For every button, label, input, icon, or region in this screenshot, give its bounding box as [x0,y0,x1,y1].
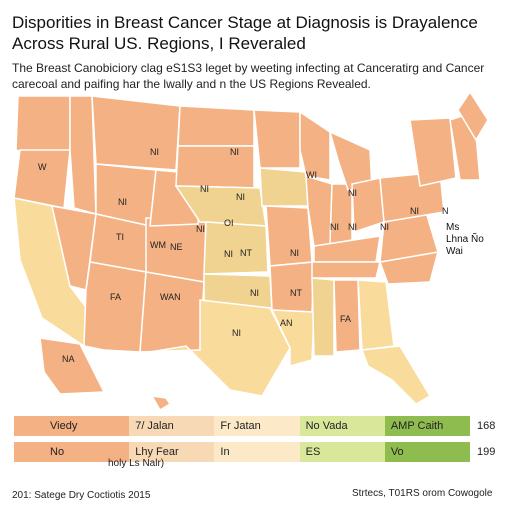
legend-cell: AMP Caith [384,416,471,436]
state-label: FA [110,292,121,302]
state-shape [139,271,205,353]
legend-cell-label: ES [305,446,321,458]
legend-cell-label: Vo [390,446,404,458]
legend-cell-label: Fr Jatan [220,420,261,432]
legend-cell: No Vada [299,416,385,436]
state-label: AN [280,318,293,328]
state-shape [203,221,269,275]
side-note: Ms Lhna Ño Wai [446,222,508,258]
state-shape [259,167,309,207]
state-label: NA [62,354,75,364]
side-note-line: Ms [446,222,460,233]
side-note-line: Lhna Ño [446,234,484,245]
state-shape [409,117,457,187]
state-label: OI [224,218,234,228]
state-label: N [442,206,449,216]
legend-cell: In [214,442,300,462]
state-label: TI [116,232,124,242]
state-shape [269,261,315,313]
states-group [13,90,489,412]
state-label: NT [240,248,252,258]
state-label: NI [348,222,357,232]
state-shape [357,279,395,351]
legend-row: No Lhy Fear In ES Vo [14,442,471,462]
legend-cell-label: Viedy [50,420,78,432]
state-shape [360,345,432,405]
state-shape [253,109,301,169]
state-label: NI [380,222,389,232]
legend-cell: Lhy Fear [129,442,215,462]
state-label: NE [170,242,183,252]
legend-row-value: 199 [477,446,496,458]
state-shape [150,395,172,412]
legend-row: Viedy 7/ Jalan Fr Jatan No Vada AMP Cait… [14,416,471,436]
footer-caption: 201: Satege Dry Coctiotis 2015 [12,490,151,501]
state-shape [91,95,181,171]
state-shape [83,261,147,353]
state-label: NI [250,288,259,298]
state-label: FA [340,314,351,324]
state-label: NI [118,197,127,207]
state-shape [15,95,71,159]
state-labels-group: NI W NI NI WM NI NI WI NI NI OI NI TI NE NT NI NT NI FA WAN… [38,147,449,364]
map-subtitle: The Breast Canobiciory clag eS1S3 leget … [12,61,485,91]
state-shape [311,261,381,279]
legend-sub-label: holy Ls Nalr) [108,458,165,469]
state-shape [177,105,255,147]
state-label: NT [290,288,302,298]
legend-cell-label: No [50,446,65,458]
legend-cell-label: AMP Caith [390,420,444,432]
legend-cell: 7/ Jalan [129,416,215,436]
legend-cell: ES [299,442,385,462]
state-label: NI [348,188,357,198]
state-label: NI [196,224,205,234]
state-label: NI [230,147,239,157]
legend-cell-label: Lhy Fear [135,446,179,458]
legend-cell: Viedy [14,416,130,436]
legend-cell: Fr Jatan [214,416,300,436]
state-label: WM [150,240,166,250]
state-label: W [38,162,47,172]
state-shape [265,205,313,267]
state-shape [299,110,331,181]
state-label: WI [306,170,317,180]
side-note-line: Wai [446,246,463,257]
state-label: NI [150,147,159,157]
state-shape [69,95,97,215]
state-label: NI [200,184,209,194]
legend-row-value: 168 [477,420,496,432]
state-label: NI [224,249,233,259]
state-label: NI [410,206,419,216]
state-shape [311,277,335,357]
legend-cell-label: In [220,446,230,458]
legend-cell: No [14,442,130,462]
legend-cell-label: No Vada [305,420,348,432]
state-shape [270,309,315,367]
map-title: Disporities in Breast Cancer Stage at Di… [12,13,478,53]
state-shape [333,279,361,353]
state-label: NI [330,222,339,232]
state-label: NI [290,248,299,258]
state-label: NI [232,328,241,338]
state-label: NI [236,192,245,202]
state-shape [457,90,489,142]
state-shape [39,337,106,395]
footer-source: Strtecs, T01RS orom Cowogole [352,488,493,499]
legend-cell-label: 7/ Jalan [135,420,174,432]
state-shape [175,145,255,189]
state-label: WAN [160,292,181,302]
legend-cell: Vo [384,442,471,462]
